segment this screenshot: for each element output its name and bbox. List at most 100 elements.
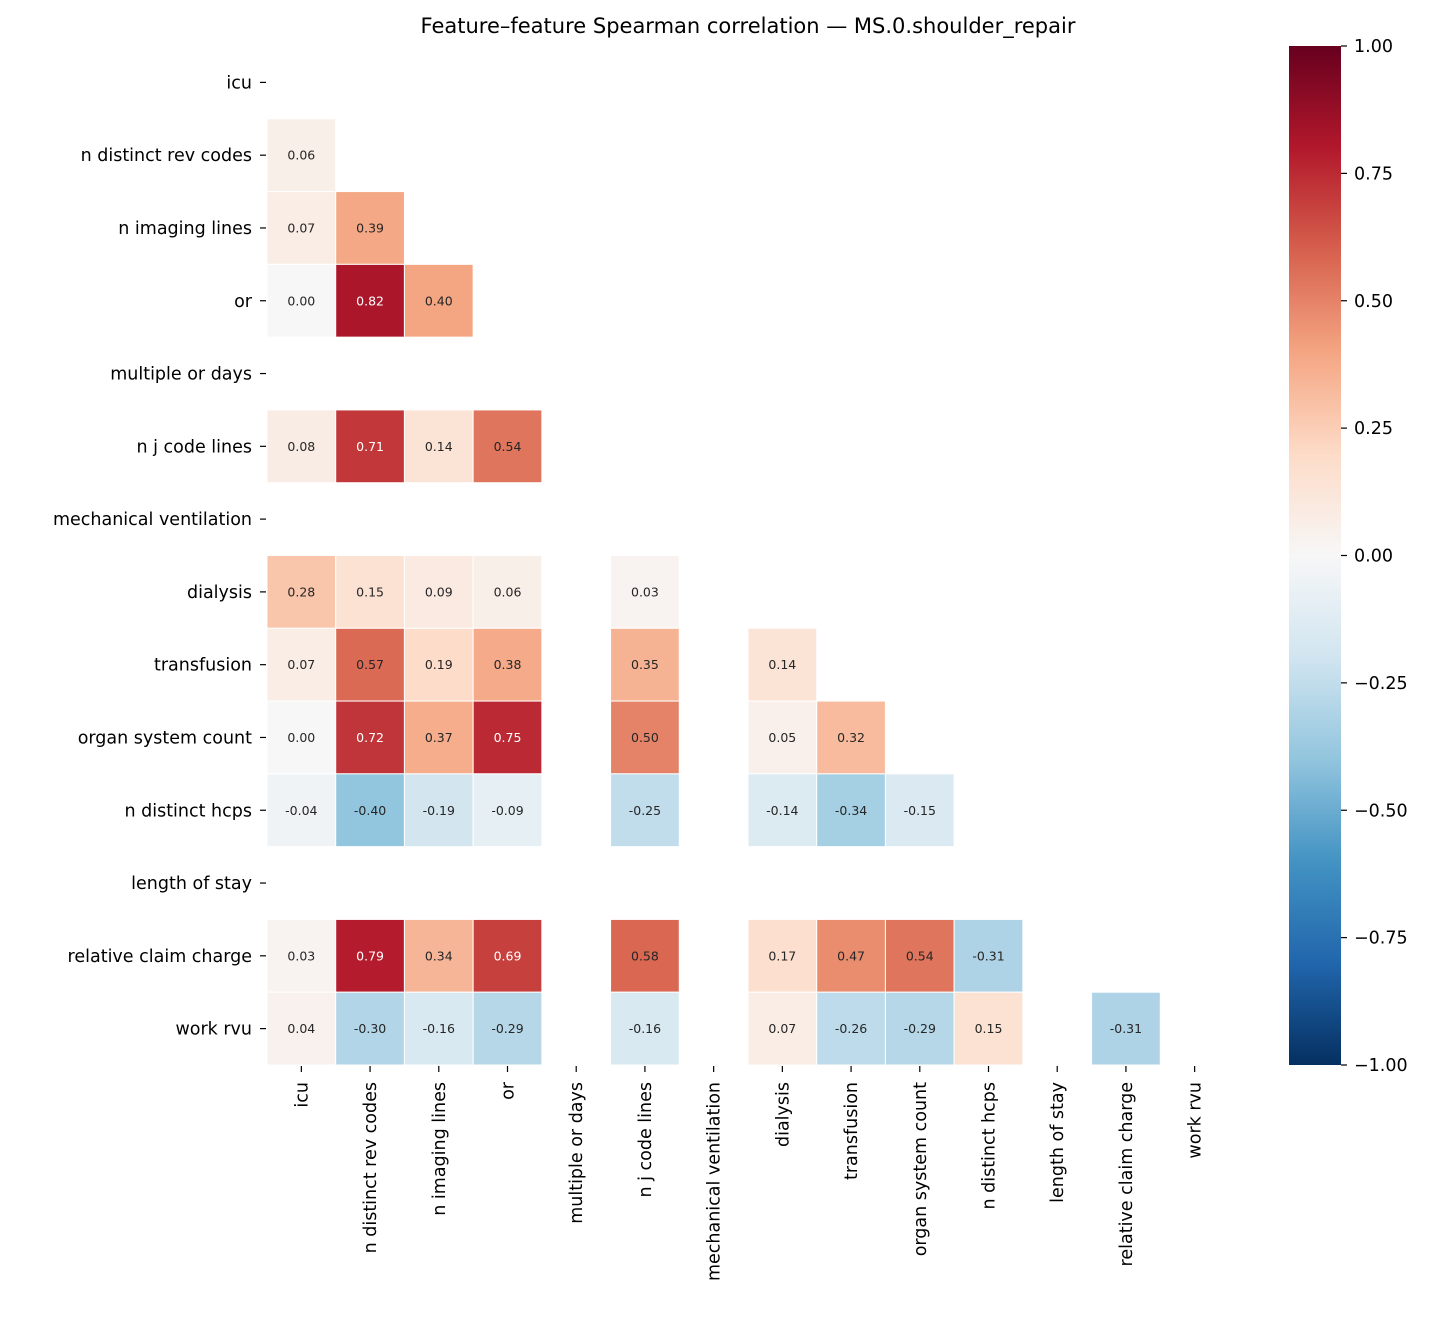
heatmap-cell [1091, 991, 1161, 1066]
heatmap-cell [335, 555, 405, 629]
cell-annotation: 0.54 [906, 948, 934, 963]
cell-annotation: 0.14 [768, 657, 796, 672]
heatmap-cell [472, 700, 543, 775]
heatmap-cell [335, 991, 405, 1066]
x-tick-label: n imaging lines [430, 1082, 450, 1216]
cell-annotation: -0.34 [835, 803, 867, 818]
heatmap-cell [266, 918, 337, 993]
cell-annotation: 0.75 [494, 730, 522, 745]
heatmap-cell [266, 118, 337, 193]
cell-annotation: 0.32 [837, 730, 865, 745]
heatmap-cell [472, 918, 543, 993]
heatmap-cell [403, 991, 474, 1066]
heatmap-cell [472, 409, 543, 484]
heatmap-cell [335, 918, 405, 993]
cell-annotation: 0.07 [287, 657, 315, 672]
cell-annotation: 0.82 [356, 293, 384, 308]
cell-annotation: 0.71 [356, 439, 384, 454]
y-tick-label: n distinct rev codes [81, 146, 252, 166]
cell-annotation: 0.17 [768, 948, 796, 963]
chart-title: Feature–feature Spearman correlation — M… [421, 14, 1076, 39]
heatmap-cell [335, 263, 405, 338]
cell-annotation: -0.04 [285, 803, 317, 818]
cell-annotation: 0.79 [356, 948, 384, 963]
colorbar: 1.00 0.75 0.50 0.25 0.00 −0.25 −0.50 −0.75 −1.00 [1289, 37, 1408, 1076]
heatmap-cell [266, 409, 337, 484]
cell-annotation: -0.25 [629, 803, 661, 818]
heatmap-cell [472, 991, 543, 1066]
heatmap-cells: 0.06 0.07 0.39 0.00 0.82 0.40 0.08 0.71 0.14 0.54… [266, 118, 1161, 1066]
heatmap-cell [335, 191, 405, 265]
colorbar-tick-label: −0.50 [1354, 801, 1408, 821]
heatmap-cell [335, 409, 405, 484]
heatmap-cell [266, 991, 337, 1066]
cell-annotation: 0.15 [356, 584, 384, 599]
x-tick-label: organ system count [911, 1082, 931, 1256]
y-tick-label: n distinct hcps [124, 801, 252, 821]
heatmap-cell [610, 773, 680, 848]
cell-annotation: 0.19 [425, 657, 453, 672]
colorbar-tick-label: 0.25 [1354, 419, 1393, 439]
x-tick-label: n distinct rev codes [361, 1082, 381, 1253]
y-tick-label: work rvu [175, 1020, 252, 1040]
cell-annotation: -0.29 [491, 1021, 523, 1036]
x-tick-label: multiple or days [567, 1082, 587, 1224]
cell-annotation: -0.16 [629, 1021, 661, 1036]
heatmap-cell [884, 991, 955, 1066]
heatmap-cell [472, 555, 543, 629]
cell-annotation: 0.03 [287, 948, 315, 963]
colorbar-tick-label: 1.00 [1354, 37, 1393, 57]
heatmap-cell [747, 991, 818, 1066]
cell-annotation: 0.06 [494, 584, 522, 599]
colorbar-tick-label: −1.00 [1354, 1056, 1408, 1076]
cell-annotation: 0.08 [287, 439, 315, 454]
heatmap-cell [266, 700, 337, 775]
cell-annotation: -0.40 [354, 803, 386, 818]
cell-annotation: 0.28 [287, 584, 315, 599]
heatmap-cell [610, 991, 680, 1066]
cell-annotation: 0.40 [425, 293, 453, 308]
x-tick-label: or [499, 1081, 519, 1100]
y-axis-labels: icu n distinct rev codes n imaging lines or… [53, 73, 266, 1040]
y-tick-label: or [234, 292, 253, 312]
y-tick-label: multiple or days [110, 365, 252, 385]
y-tick-label: organ system count [78, 728, 252, 748]
cell-annotation: 0.58 [631, 948, 659, 963]
cell-annotation: -0.19 [423, 803, 455, 818]
cell-annotation: 0.72 [356, 730, 384, 745]
heatmap-cell [403, 918, 474, 993]
x-tick-label: transfusion [842, 1082, 862, 1180]
cell-annotation: 0.54 [494, 439, 522, 454]
cell-annotation: 0.57 [356, 657, 384, 672]
x-tick-label: mechanical ventilation [705, 1082, 725, 1281]
heatmap-cell [335, 700, 405, 775]
heatmap-cell [747, 918, 818, 993]
y-tick-label: relative claim charge [68, 947, 252, 967]
cell-annotation: 0.14 [425, 439, 453, 454]
x-tick-label: icu [292, 1082, 312, 1108]
heatmap-cell [747, 700, 818, 775]
cell-annotation: 0.37 [425, 730, 453, 745]
y-tick-label: icu [226, 73, 252, 93]
heatmap-cell [953, 991, 1024, 1066]
x-tick-label: relative claim charge [1117, 1082, 1137, 1266]
cell-annotation: 0.38 [494, 657, 522, 672]
colorbar-tick-label: 0.00 [1354, 547, 1393, 567]
heatmap-cell [403, 409, 474, 484]
heatmap-cell [816, 773, 886, 848]
cell-annotation: 0.07 [768, 1021, 796, 1036]
heatmap-cell [610, 555, 680, 629]
y-tick-label: mechanical ventilation [53, 510, 252, 530]
y-tick-label: dialysis [187, 583, 252, 603]
cell-annotation: -0.14 [766, 803, 798, 818]
x-tick-label: dialysis [773, 1082, 793, 1147]
cell-annotation: 0.39 [356, 220, 384, 235]
heatmap-cell [747, 773, 818, 848]
cell-annotation: -0.15 [904, 803, 936, 818]
heatmap-cell [403, 263, 474, 338]
y-tick-label: n imaging lines [118, 219, 252, 239]
heatmap-cell [472, 773, 543, 848]
x-axis-labels: icu n distinct rev codes n imaging lines or… [292, 1066, 1206, 1281]
colorbar-tick-label: −0.25 [1354, 674, 1408, 694]
